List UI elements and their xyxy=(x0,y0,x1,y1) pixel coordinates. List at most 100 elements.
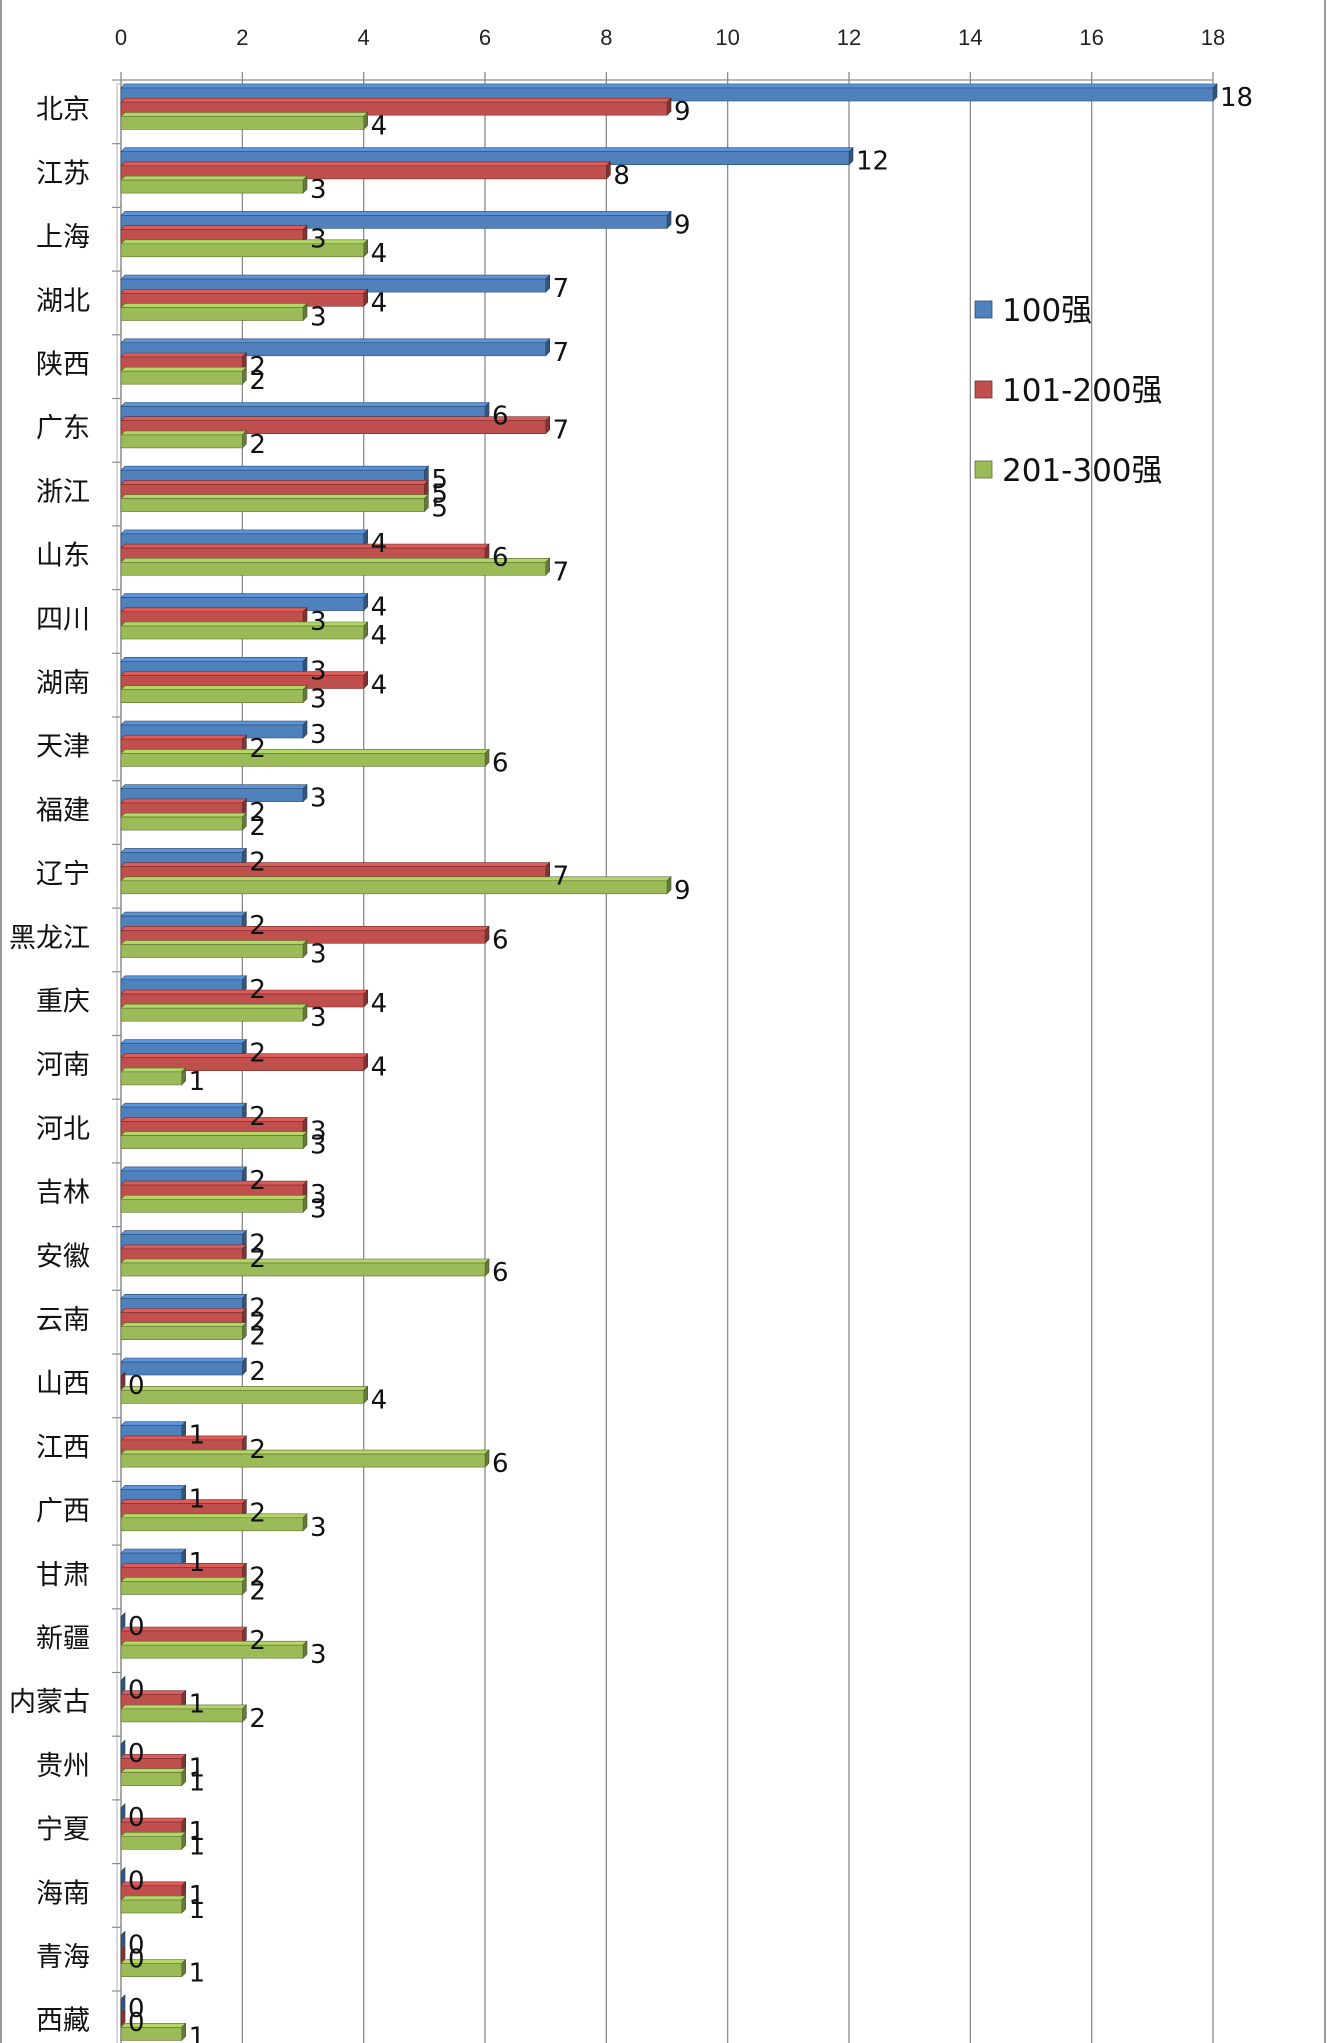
bar xyxy=(120,861,551,881)
bar xyxy=(120,1449,490,1468)
bar xyxy=(120,1513,308,1532)
data-label: 2 xyxy=(249,1499,266,1529)
axes: 0 2 4 6 8 10 12 14 16 18北京江苏上海湖北陕西广东浙江山东四川湖南天津福建辽… xyxy=(9,25,1225,2043)
bar xyxy=(120,1258,490,1277)
data-label: 5 xyxy=(431,479,448,509)
bar-front-face xyxy=(120,1007,304,1022)
bar xyxy=(120,352,248,371)
bar-top-face xyxy=(120,1230,248,1235)
category-label: 宁夏 xyxy=(36,1815,90,1846)
data-label: 2 xyxy=(249,1293,266,1323)
data-label: 6 xyxy=(492,543,509,573)
data-label: 4 xyxy=(371,529,388,559)
bar-top-face xyxy=(120,862,551,867)
bar-top-face xyxy=(120,749,490,754)
data-label: 3 xyxy=(310,1131,327,1161)
data-label: 2 xyxy=(249,352,266,382)
legend-swatch xyxy=(974,380,993,399)
bar xyxy=(120,975,248,994)
category-label: 重庆 xyxy=(36,987,90,1018)
bar xyxy=(120,1675,126,1695)
bar xyxy=(120,1293,248,1313)
data-label: 2 xyxy=(249,1704,266,1734)
data-label: 7 xyxy=(553,416,570,446)
data-label: 18 xyxy=(1220,83,1253,113)
data-label: 2 xyxy=(249,911,266,941)
bar-top-face xyxy=(120,621,369,627)
bar xyxy=(120,1866,126,1886)
data-label: 4 xyxy=(371,671,388,701)
data-label: 4 xyxy=(371,989,388,1019)
data-label: 0 xyxy=(128,1803,145,1833)
bar-end-face xyxy=(120,1371,126,1390)
category-label: 天津 xyxy=(36,732,90,763)
data-label: 1 xyxy=(189,1895,206,1925)
category-label: 安徽 xyxy=(36,1241,90,1272)
data-label: 3 xyxy=(310,303,327,333)
bar-front-face xyxy=(120,215,668,229)
bar xyxy=(120,1944,126,1964)
bar-front-face xyxy=(120,816,243,831)
data-label: 2 xyxy=(249,1039,266,1069)
data-label: 1 xyxy=(189,1421,206,1451)
bar-top-face xyxy=(120,1039,248,1044)
bar-end-face xyxy=(120,1739,126,1758)
bar-front-face xyxy=(120,1262,486,1277)
bar xyxy=(120,734,248,753)
bar xyxy=(120,1180,308,1199)
bar xyxy=(120,1484,187,1504)
bar-front-face xyxy=(120,1071,182,1086)
bar xyxy=(120,288,369,308)
data-label: 2 xyxy=(249,847,266,877)
data-label: 1 xyxy=(189,1753,206,1783)
data-label: 4 xyxy=(371,1053,388,1083)
category-label: 江苏 xyxy=(36,158,90,189)
bar-top-face xyxy=(120,288,369,294)
bar-top-face xyxy=(120,1435,248,1441)
bar-top-face xyxy=(120,656,308,662)
bar xyxy=(120,175,308,194)
bar-top-face xyxy=(120,1548,187,1554)
legend-swatch xyxy=(974,300,993,319)
category-label: 河南 xyxy=(36,1050,90,1081)
bar xyxy=(120,1958,187,1978)
legend-entry: 101-200强 xyxy=(974,373,1163,409)
bar-end-face xyxy=(120,1612,126,1631)
data-label: 1 xyxy=(189,1831,206,1861)
bars xyxy=(120,83,1218,2042)
bar-top-face xyxy=(120,338,551,344)
bar xyxy=(120,1420,187,1440)
bar xyxy=(120,1371,126,1390)
bar xyxy=(120,338,551,357)
bar xyxy=(120,1357,248,1376)
data-label: 0 xyxy=(128,1994,145,2024)
bar xyxy=(120,274,551,293)
category-label: 青海 xyxy=(36,1942,90,1973)
bar-top-face xyxy=(120,303,308,308)
data-label: 6 xyxy=(492,402,509,432)
bar-top-face xyxy=(120,465,430,471)
category-label: 西藏 xyxy=(36,2006,90,2037)
bar-top-face xyxy=(120,876,672,882)
bar-top-face xyxy=(120,848,248,853)
data-label: 3 xyxy=(310,720,327,750)
bar xyxy=(120,1930,126,1950)
bar-top-face xyxy=(120,274,551,280)
data-label: 2 xyxy=(249,1357,266,1387)
bar-top-face xyxy=(120,593,369,598)
bar-top-face xyxy=(120,1102,248,1108)
bar-top-face xyxy=(120,1195,308,1200)
bar-top-face xyxy=(120,1003,308,1009)
x-tick-label: 2 xyxy=(236,25,248,50)
x-tick-label: 12 xyxy=(837,25,861,50)
data-label: 3 xyxy=(310,1180,327,1210)
bar-top-face xyxy=(120,430,248,436)
bar-front-face xyxy=(120,116,364,130)
bar-front-face xyxy=(120,1199,304,1213)
bar-top-face xyxy=(120,989,369,995)
bar-front-face xyxy=(120,689,304,704)
bar-front-face xyxy=(120,434,243,449)
category-label: 广东 xyxy=(36,413,90,444)
bar xyxy=(120,83,1218,102)
